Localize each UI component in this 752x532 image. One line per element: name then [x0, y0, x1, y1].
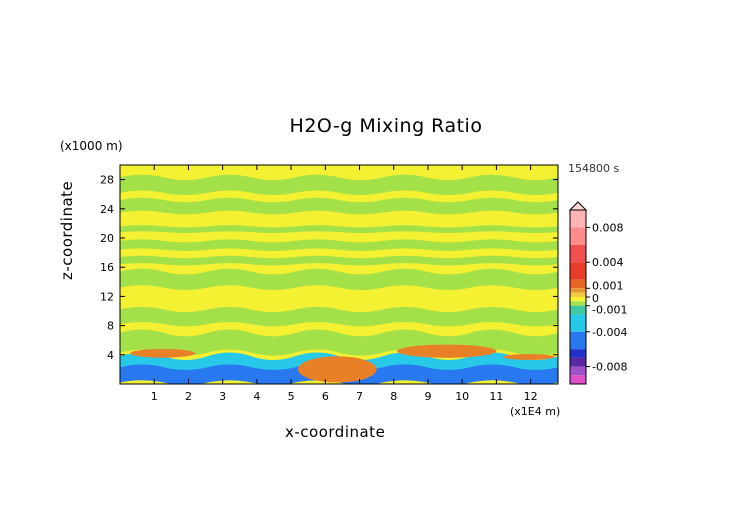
colorbar-label: -0.004 [592, 326, 627, 339]
contour-region-4 [120, 255, 558, 266]
y-tick-label: 20 [100, 232, 114, 245]
y-axis-multiplier: (x1000 m) [60, 139, 123, 153]
colorbar-segment [570, 301, 586, 306]
y-tick-label: 8 [107, 320, 114, 333]
colorbar-extend-arrow [568, 201, 588, 211]
colorbar-segment [570, 262, 586, 280]
colorbar-segment [570, 297, 586, 302]
x-tick-label: 12 [524, 390, 538, 403]
colorbar-segment [570, 357, 586, 367]
plot-frame [119, 164, 559, 385]
colorbar-label: 0 [592, 292, 599, 305]
x-axis: 1 2 3 4 5 6 7 8 9 10 11 12 [151, 165, 538, 403]
contour-region-2 [120, 225, 558, 234]
colorbar-segment [570, 292, 586, 297]
contour-region-11 [397, 344, 497, 358]
colorbar-segment [570, 244, 586, 263]
contour-region-0 [120, 174, 558, 196]
contour-region-12 [297, 356, 377, 383]
y-tick-label: 16 [100, 261, 114, 274]
colorbar-segment [570, 314, 586, 332]
colorbar-segment [570, 305, 586, 315]
x-tick-label: 11 [489, 390, 503, 403]
x-tick-label: 8 [390, 390, 397, 403]
x-tick-label: 3 [219, 390, 226, 403]
colorbar-label: 0.008 [592, 221, 624, 234]
contour-region-3 [120, 239, 558, 251]
colorbar-segment [570, 227, 586, 245]
contour-regions [120, 174, 558, 384]
colorbar-label: 0.001 [592, 279, 624, 292]
x-tick-label: 7 [356, 390, 363, 403]
x-tick-label: 9 [424, 390, 431, 403]
colorbar-segment [570, 279, 586, 289]
x-axis-multiplier: (x1E4 m) [510, 405, 561, 418]
colorbar-segment [570, 210, 586, 228]
x-axis-label: x-coordinate [285, 423, 386, 441]
colorbar-segment [570, 349, 586, 358]
y-tick-label: 12 [100, 290, 114, 303]
x-tick-label: 1 [151, 390, 158, 403]
x-tick-label: 10 [455, 390, 469, 403]
colorbar-label: -0.001 [592, 304, 627, 317]
y-axis: 4 8 12 16 20 24 28 [100, 174, 558, 362]
contour-region-13 [503, 354, 555, 360]
contour-region-10 [130, 348, 196, 358]
colorbar-label: 0.004 [592, 256, 624, 269]
x-tick-label: 2 [185, 390, 192, 403]
time-label: 154800 s [568, 162, 620, 175]
contour-region-1 [120, 197, 558, 215]
contour-region-6 [120, 306, 558, 327]
y-tick-label: 4 [107, 349, 114, 362]
colorbar-segment [570, 375, 586, 384]
x-tick-label: 5 [288, 390, 295, 403]
chart-title: H2O-g Mixing Ratio [289, 115, 483, 137]
colorbar-segment [570, 331, 586, 350]
colorbar-label: -0.008 [592, 361, 627, 374]
colorbar-segment [570, 288, 586, 293]
colorbar-segment [570, 366, 586, 376]
x-tick-label: 6 [322, 390, 329, 403]
x-tick-label: 4 [253, 390, 260, 403]
contour-region-5 [120, 268, 558, 291]
y-tick-label: 28 [100, 174, 114, 187]
y-tick-label: 24 [100, 203, 114, 216]
